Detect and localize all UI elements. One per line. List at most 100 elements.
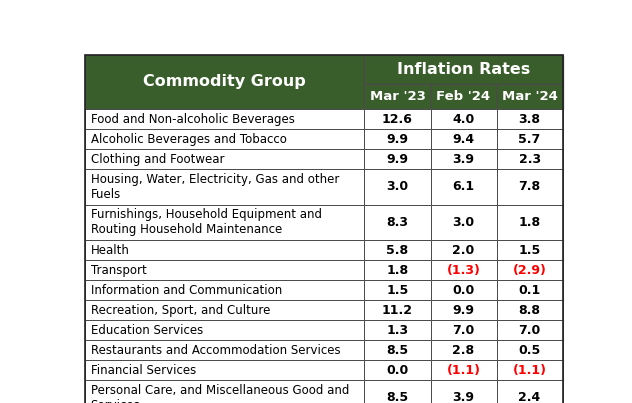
Text: 2.0: 2.0 (453, 243, 475, 257)
Text: Mar '24: Mar '24 (502, 90, 557, 103)
Bar (85, 260, 365, 280)
Text: 0.1: 0.1 (518, 284, 541, 297)
Bar (430, 84, 497, 109)
Text: Restaurants and Accommodation Services: Restaurants and Accommodation Services (90, 344, 340, 357)
Bar (85, 320, 365, 340)
Bar (430, 240, 497, 260)
Text: 9.4: 9.4 (453, 133, 475, 146)
Bar (430, 340, 497, 360)
Text: 7.0: 7.0 (453, 324, 475, 337)
Text: 7.8: 7.8 (518, 181, 540, 193)
Text: 12.6: 12.6 (382, 113, 413, 126)
Text: Recreation, Sport, and Culture: Recreation, Sport, and Culture (90, 303, 270, 317)
Bar (497, 169, 562, 205)
Bar (85, 240, 365, 260)
Text: Housing, Water, Electricity, Gas and other
Fuels: Housing, Water, Electricity, Gas and oth… (90, 173, 339, 201)
Bar (497, 149, 562, 169)
Bar (497, 240, 562, 260)
Bar (430, 300, 497, 320)
Text: Food and Non-alcoholic Beverages: Food and Non-alcoholic Beverages (90, 113, 295, 126)
Text: 9.9: 9.9 (387, 153, 408, 166)
Text: 1.5: 1.5 (386, 284, 409, 297)
Text: 8.3: 8.3 (387, 216, 408, 229)
Bar (497, 280, 562, 300)
Bar (430, 360, 497, 380)
Bar (497, 360, 562, 380)
Bar (85, 360, 365, 380)
Bar (85, 109, 365, 129)
Bar (497, 84, 562, 109)
Text: Commodity Group: Commodity Group (143, 75, 307, 89)
Text: 1.3: 1.3 (386, 324, 408, 337)
Text: 5.7: 5.7 (518, 133, 541, 146)
Bar (365, 129, 430, 149)
Text: 6.1: 6.1 (453, 181, 475, 193)
Bar (365, 240, 430, 260)
Text: 2.8: 2.8 (453, 344, 475, 357)
Bar (497, 340, 562, 360)
Bar (430, 169, 497, 205)
Text: 0.0: 0.0 (453, 284, 475, 297)
Bar (430, 320, 497, 340)
Bar (497, 380, 562, 403)
Text: Furnishings, Household Equipment and
Routing Household Maintenance: Furnishings, Household Equipment and Rou… (90, 208, 322, 237)
Text: Personal Care, and Miscellaneous Good and
Services: Personal Care, and Miscellaneous Good an… (90, 384, 349, 403)
Text: Feb '24: Feb '24 (437, 90, 490, 103)
Text: 1.8: 1.8 (386, 264, 408, 276)
Text: 9.9: 9.9 (387, 133, 408, 146)
Text: Mar '23: Mar '23 (370, 90, 425, 103)
Bar (85, 340, 365, 360)
Bar (85, 129, 365, 149)
Bar (497, 320, 562, 340)
Bar (430, 260, 497, 280)
Text: (2.9): (2.9) (513, 264, 547, 276)
Bar (85, 280, 365, 300)
Bar (365, 169, 430, 205)
Text: (1.1): (1.1) (513, 364, 547, 377)
Text: 3.0: 3.0 (453, 216, 475, 229)
Text: 8.8: 8.8 (519, 303, 540, 317)
Bar (365, 320, 430, 340)
Text: Financial Services: Financial Services (90, 364, 196, 377)
Bar (85, 54, 365, 109)
Bar (430, 205, 497, 240)
Text: 8.5: 8.5 (386, 391, 408, 403)
Text: Alcoholic Beverages and Tobacco: Alcoholic Beverages and Tobacco (90, 133, 286, 146)
Text: 1.5: 1.5 (518, 243, 541, 257)
Text: 3.0: 3.0 (386, 181, 408, 193)
Text: Health: Health (90, 243, 130, 257)
Bar (365, 84, 430, 109)
Text: 7.0: 7.0 (518, 324, 541, 337)
Bar (430, 280, 497, 300)
Text: 2.3: 2.3 (518, 153, 540, 166)
Bar (365, 360, 430, 380)
Bar (365, 280, 430, 300)
Text: 9.9: 9.9 (453, 303, 475, 317)
Bar (85, 300, 365, 320)
Text: (1.1): (1.1) (447, 364, 480, 377)
Bar (497, 300, 562, 320)
Text: 0.0: 0.0 (386, 364, 409, 377)
Bar (497, 109, 562, 129)
Text: (1.3): (1.3) (447, 264, 480, 276)
Text: 3.9: 3.9 (453, 153, 475, 166)
Bar (430, 380, 497, 403)
Text: Transport: Transport (90, 264, 147, 276)
Bar (497, 205, 562, 240)
Bar (365, 109, 430, 129)
Bar (365, 54, 562, 84)
Bar (497, 260, 562, 280)
Bar (85, 149, 365, 169)
Bar (430, 149, 497, 169)
Text: 3.9: 3.9 (453, 391, 475, 403)
Text: 11.2: 11.2 (382, 303, 413, 317)
Text: Education Services: Education Services (90, 324, 203, 337)
Bar (365, 260, 430, 280)
Text: Clothing and Footwear: Clothing and Footwear (90, 153, 224, 166)
Text: 5.8: 5.8 (386, 243, 408, 257)
Text: 3.8: 3.8 (519, 113, 540, 126)
Bar (365, 340, 430, 360)
Text: 0.5: 0.5 (518, 344, 541, 357)
Text: 8.5: 8.5 (386, 344, 408, 357)
Bar (365, 380, 430, 403)
